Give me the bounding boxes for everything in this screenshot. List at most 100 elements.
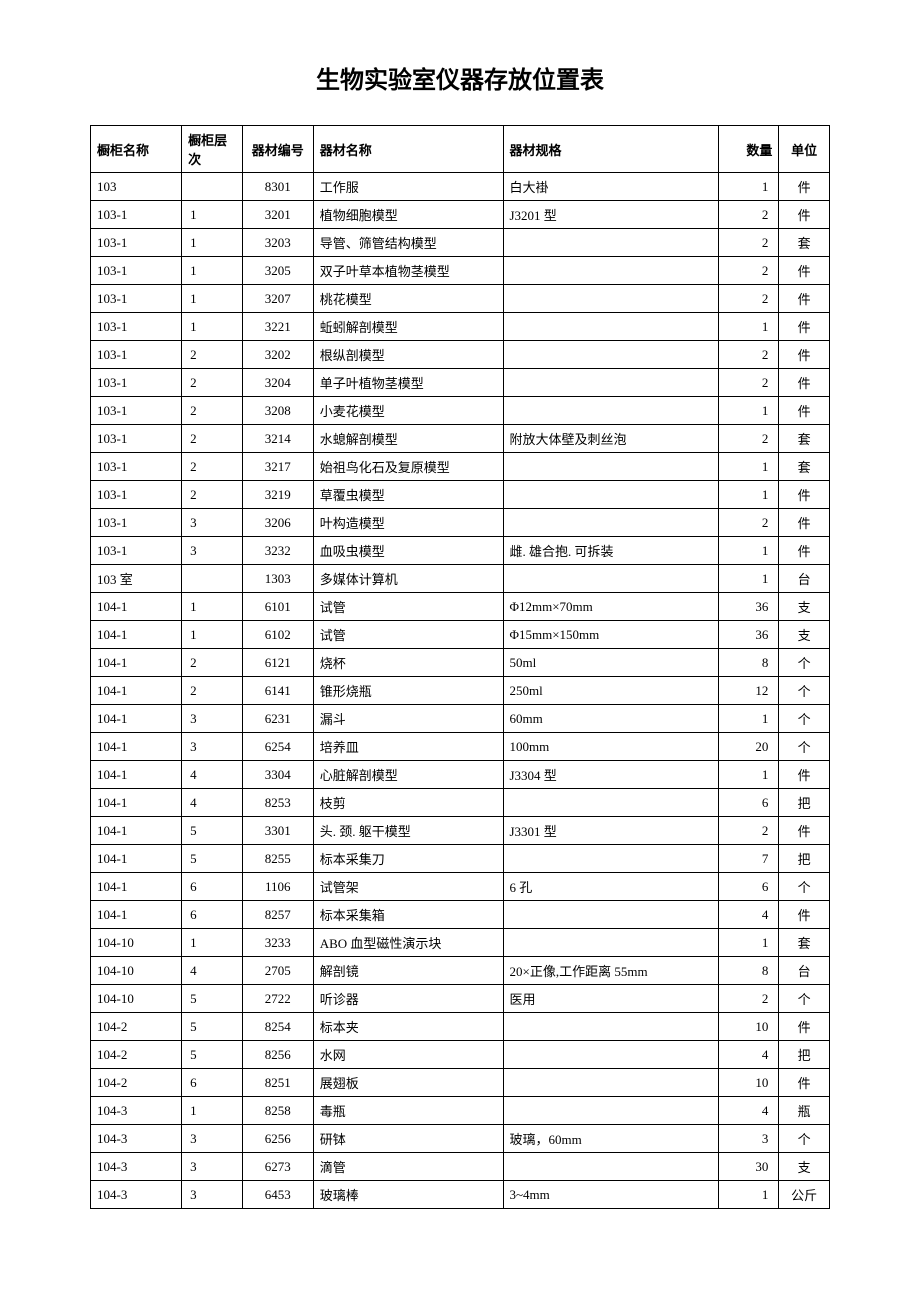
cell-cabinet: 104-2	[91, 1041, 182, 1069]
cell-spec	[503, 1041, 718, 1069]
cell-spec	[503, 1013, 718, 1041]
table-row: 103-123214水螅解剖模型附放大体壁及刺丝泡2套	[91, 425, 830, 453]
cell-qty: 4	[718, 901, 779, 929]
cell-code: 3233	[242, 929, 313, 957]
cell-level: 5	[182, 1041, 243, 1069]
cell-qty: 2	[718, 985, 779, 1013]
cell-code: 8253	[242, 789, 313, 817]
cell-name: 多媒体计算机	[313, 565, 503, 593]
cell-code: 6256	[242, 1125, 313, 1153]
cell-level: 2	[182, 341, 243, 369]
cell-unit: 件	[779, 173, 830, 201]
cell-code: 6254	[242, 733, 313, 761]
table-row: 103-123202根纵剖模型2件	[91, 341, 830, 369]
cell-spec: 3~4mm	[503, 1181, 718, 1209]
cell-unit: 件	[779, 481, 830, 509]
table-row: 104-258254标本夹10件	[91, 1013, 830, 1041]
cell-cabinet: 104-1	[91, 845, 182, 873]
cell-cabinet: 103-1	[91, 201, 182, 229]
cell-unit: 件	[779, 397, 830, 425]
cell-qty: 1	[718, 1181, 779, 1209]
cell-qty: 10	[718, 1069, 779, 1097]
cell-spec: 250ml	[503, 677, 718, 705]
cell-qty: 2	[718, 201, 779, 229]
cell-level: 5	[182, 845, 243, 873]
cell-cabinet: 104-1	[91, 593, 182, 621]
cell-spec: 附放大体壁及刺丝泡	[503, 425, 718, 453]
cell-qty: 1	[718, 537, 779, 565]
cell-qty: 8	[718, 957, 779, 985]
cell-name: 毒瓶	[313, 1097, 503, 1125]
cell-name: 培养皿	[313, 733, 503, 761]
table-row: 104-126121烧杯50ml8个	[91, 649, 830, 677]
table-row: 104-136254培养皿100mm20个	[91, 733, 830, 761]
cell-qty: 4	[718, 1041, 779, 1069]
cell-level: 1	[182, 593, 243, 621]
cell-code: 3202	[242, 341, 313, 369]
cell-unit: 把	[779, 1041, 830, 1069]
cell-spec	[503, 509, 718, 537]
table-row: 1038301工作服白大褂1件	[91, 173, 830, 201]
cell-unit: 支	[779, 1153, 830, 1181]
cell-spec	[503, 1097, 718, 1125]
cell-spec	[503, 1069, 718, 1097]
cell-cabinet: 104-1	[91, 621, 182, 649]
cell-qty: 1	[718, 705, 779, 733]
cell-code: 6102	[242, 621, 313, 649]
table-row: 103-123219草覆虫模型1件	[91, 481, 830, 509]
cell-cabinet: 103-1	[91, 537, 182, 565]
cell-name: 水网	[313, 1041, 503, 1069]
cell-name: 工作服	[313, 173, 503, 201]
cell-name: 研钵	[313, 1125, 503, 1153]
cell-level: 2	[182, 481, 243, 509]
cell-code: 6141	[242, 677, 313, 705]
cell-name: 水螅解剖模型	[313, 425, 503, 453]
cell-cabinet: 104-1	[91, 761, 182, 789]
cell-code: 8256	[242, 1041, 313, 1069]
cell-unit: 套	[779, 453, 830, 481]
cell-unit: 件	[779, 369, 830, 397]
cell-name: 血吸虫模型	[313, 537, 503, 565]
cell-cabinet: 104-3	[91, 1181, 182, 1209]
cell-cabinet: 104-1	[91, 649, 182, 677]
cell-name: 小麦花模型	[313, 397, 503, 425]
cell-code: 3219	[242, 481, 313, 509]
cell-spec	[503, 453, 718, 481]
cell-level: 3	[182, 705, 243, 733]
cell-cabinet: 104-3	[91, 1097, 182, 1125]
cell-cabinet: 104-10	[91, 985, 182, 1013]
cell-level: 4	[182, 789, 243, 817]
table-row: 104-153301头. 颈. 躯干模型J3301 型2件	[91, 817, 830, 845]
table-row: 103-113201植物细胞模型J3201 型2件	[91, 201, 830, 229]
cell-unit: 支	[779, 621, 830, 649]
cell-spec: J3304 型	[503, 761, 718, 789]
cell-cabinet: 103-1	[91, 481, 182, 509]
cell-spec: 60mm	[503, 705, 718, 733]
col-header-level: 橱柜层次	[182, 126, 243, 173]
cell-code: 1106	[242, 873, 313, 901]
cell-code: 3232	[242, 537, 313, 565]
cell-name: 植物细胞模型	[313, 201, 503, 229]
cell-name: 玻璃棒	[313, 1181, 503, 1209]
cell-unit: 件	[779, 285, 830, 313]
cell-cabinet: 103-1	[91, 229, 182, 257]
cell-unit: 件	[779, 761, 830, 789]
cell-code: 8258	[242, 1097, 313, 1125]
cell-level: 1	[182, 1097, 243, 1125]
cell-cabinet: 103-1	[91, 369, 182, 397]
cell-name: 试管	[313, 621, 503, 649]
cell-name: 解剖镜	[313, 957, 503, 985]
cell-unit: 个	[779, 677, 830, 705]
page-title: 生物实验室仪器存放位置表	[90, 60, 830, 95]
cell-qty: 2	[718, 285, 779, 313]
table-row: 103-123204单子叶植物茎模型2件	[91, 369, 830, 397]
cell-code: 3204	[242, 369, 313, 397]
cell-qty: 2	[718, 425, 779, 453]
cell-name: 试管	[313, 593, 503, 621]
cell-code: 6231	[242, 705, 313, 733]
table-row: 103-133206叶构造模型2件	[91, 509, 830, 537]
cell-name: 导管、筛管结构模型	[313, 229, 503, 257]
table-row: 104-116101试管Φ12mm×70mm36支	[91, 593, 830, 621]
cell-unit: 个	[779, 733, 830, 761]
cell-code: 3301	[242, 817, 313, 845]
